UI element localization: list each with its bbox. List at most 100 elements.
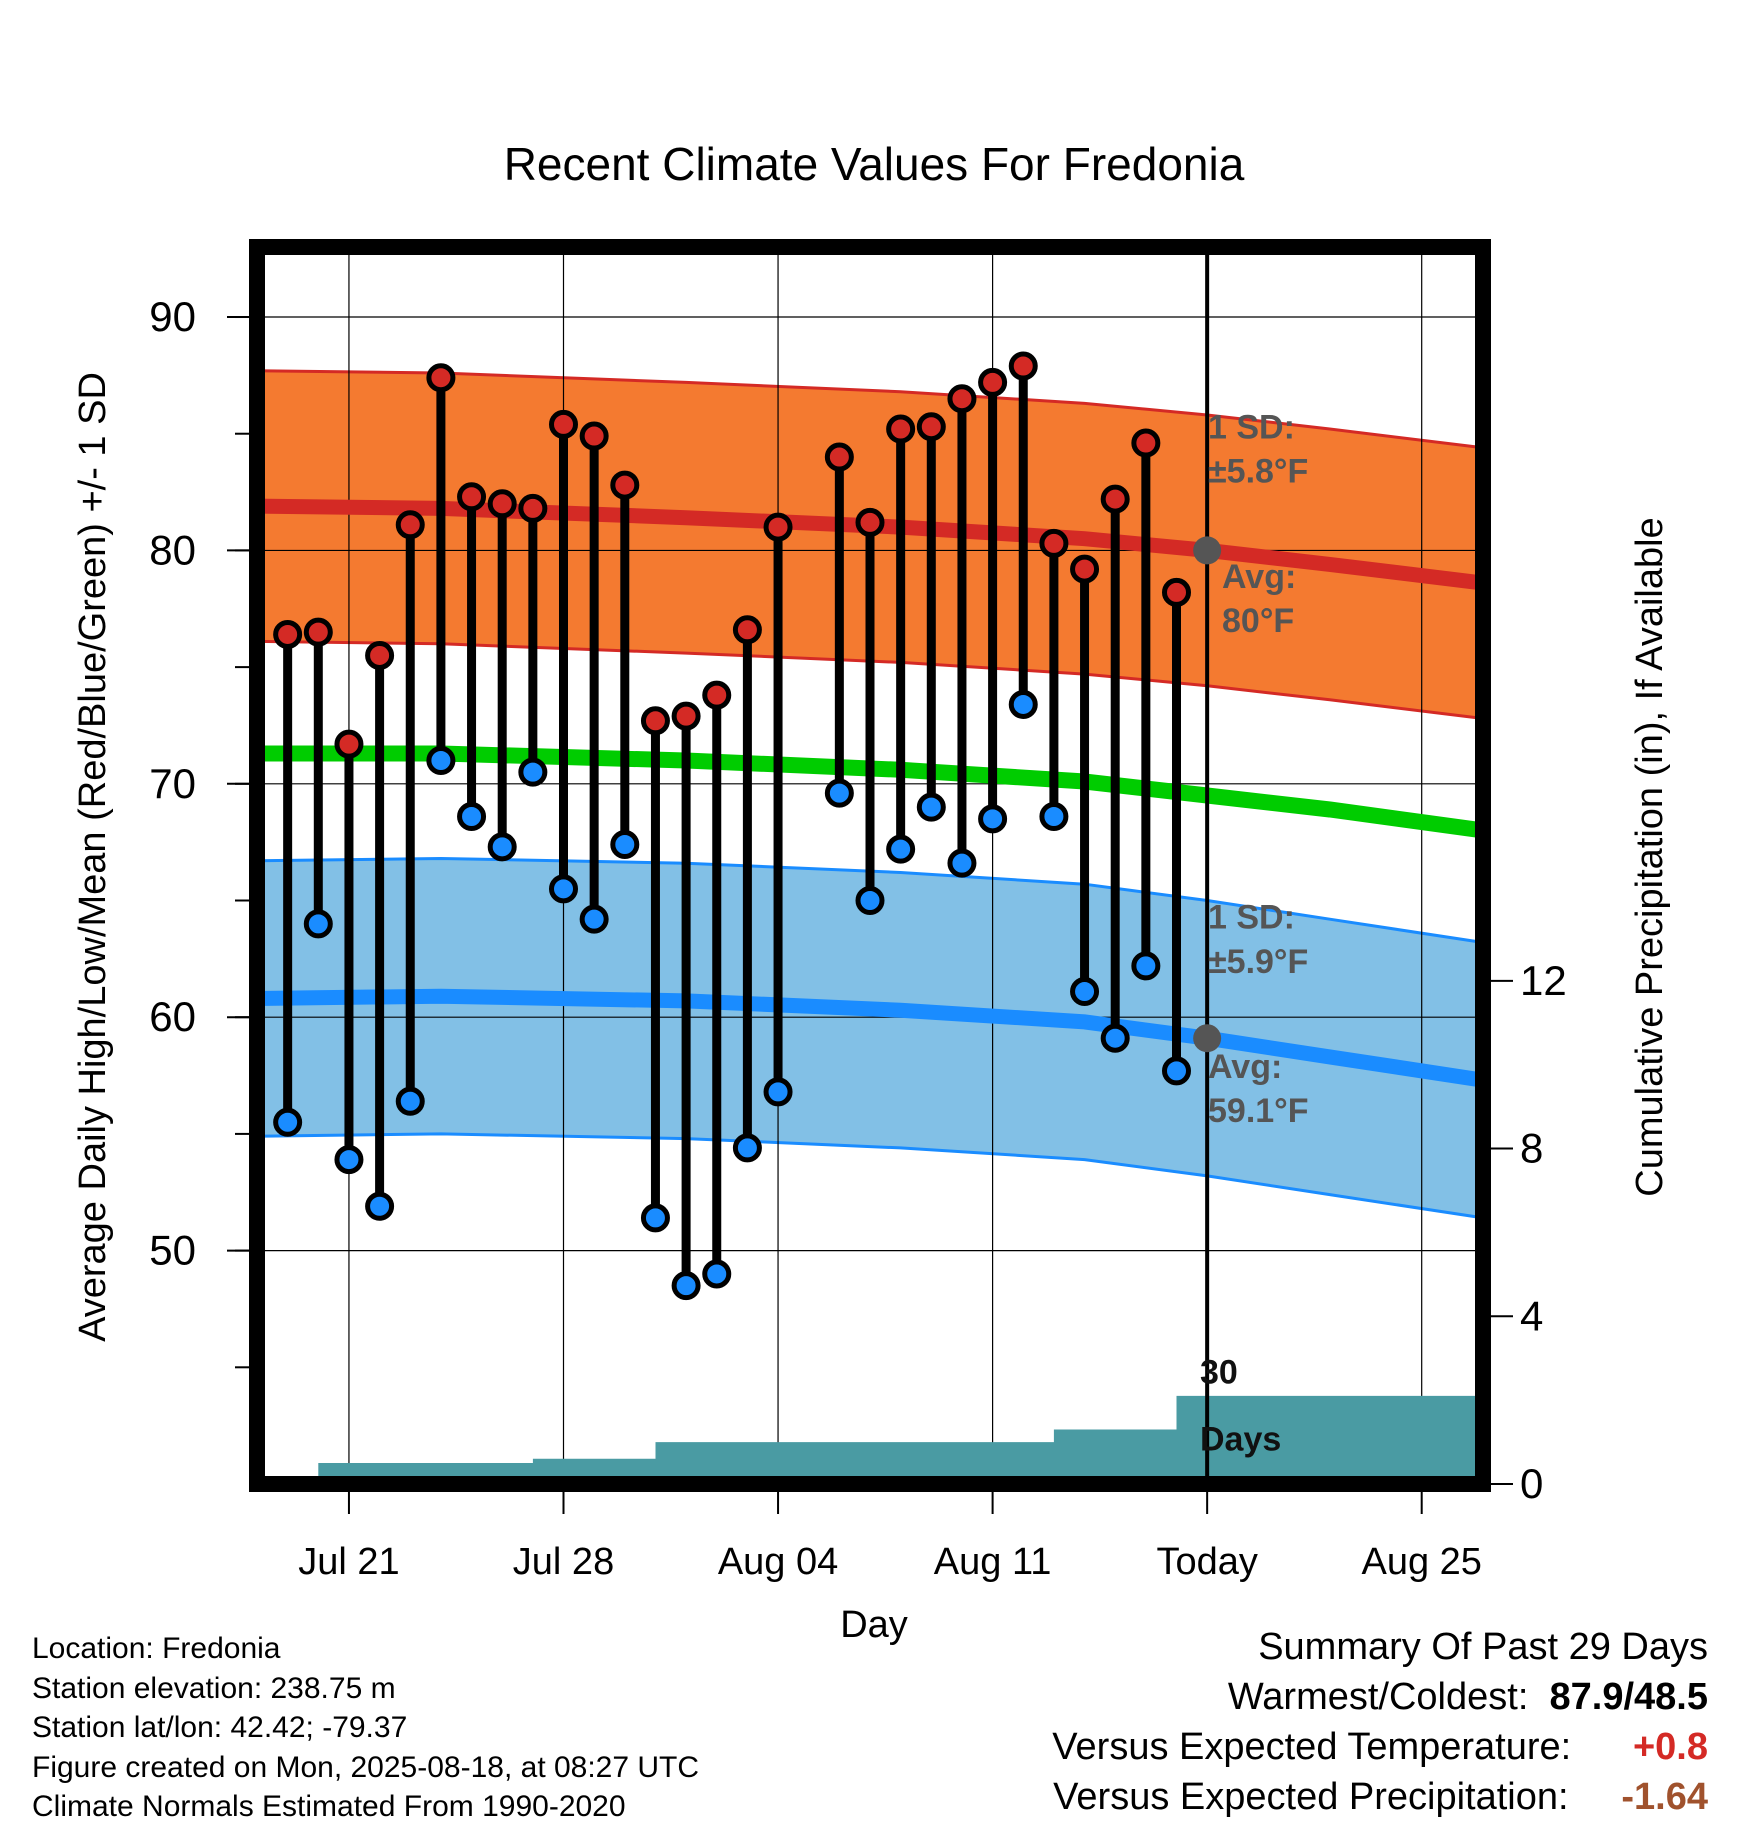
obs-low-point [457, 801, 487, 831]
y-tick-label: 90 [149, 293, 196, 340]
plot-area: 1 SD: ±5.8°F Avg: 80°F 1 SD: ±5.9°F Avg: 59.1°F… [149, 239, 1567, 1583]
plot-frame [249, 239, 1491, 1492]
y2-tick-label: 8 [1520, 1125, 1543, 1172]
obs-high-point [732, 615, 762, 645]
obs-low-point [978, 804, 1008, 834]
obs-low-point [334, 1145, 364, 1175]
precip-days-annotation: 30 [1200, 1353, 1238, 1391]
high-avg-annotation-value: 80°F [1222, 602, 1294, 640]
obs-high-point [518, 493, 548, 523]
y2-tick-label: 0 [1520, 1460, 1543, 1507]
obs-low-point [549, 874, 578, 904]
y2-tick-label: 12 [1520, 957, 1567, 1004]
y-tick-label: 60 [149, 993, 196, 1040]
location-text: Location: Fredonia [32, 1632, 281, 1665]
latlon-text: Station lat/lon: 42.42; -79.37 [32, 1711, 408, 1744]
summary-panel: Summary Of Past 29 Days Warmest/Coldest:… [1052, 1622, 1708, 1822]
obs-low-point [1070, 977, 1100, 1007]
obs-low-point [763, 1077, 793, 1107]
y2-axis-label: Cumulative Precipitation (in), If Availa… [1629, 517, 1671, 1196]
obs-low-point [947, 848, 977, 878]
created-text: Figure created on Mon, 2025-08-18, at 08… [32, 1750, 700, 1784]
low-avg-annotation: Avg: [1208, 1048, 1282, 1086]
low-mean-line [257, 988, 1483, 1088]
obs-high-point [916, 412, 946, 442]
obs-high-point [978, 367, 1008, 397]
obs-low-point [916, 792, 946, 822]
obs-high-point [457, 482, 487, 512]
summary-precip-label: Versus Expected Precipitation: [1053, 1776, 1569, 1818]
obs-low-point [732, 1133, 762, 1163]
x-axis-label: Day [840, 1604, 908, 1646]
summary-temp-row: Versus Expected Temperature: +0.8 [1052, 1722, 1708, 1772]
obs-low-point [702, 1259, 732, 1289]
obs-high-point [303, 617, 333, 647]
obs-low-point [365, 1191, 395, 1221]
precip-days-annotation-label: Days [1200, 1420, 1281, 1458]
y2-tick-label: 4 [1520, 1292, 1543, 1339]
x-tick-label: Jul 28 [513, 1541, 614, 1583]
chart-title: Recent Climate Values For Fredonia [504, 138, 1245, 190]
obs-high-point [487, 489, 517, 519]
obs-high-point [702, 680, 732, 710]
obs-high-point [1131, 428, 1161, 458]
obs-high-point [426, 363, 456, 393]
y-axis-label: Average Daily High/Low/Mean (Red/Blue/Gr… [72, 372, 114, 1342]
obs-high-point [610, 470, 640, 500]
low-avg-annotation-value: 59.1°F [1208, 1092, 1309, 1130]
high-sd-annotation: 1 SD: [1208, 408, 1295, 446]
obs-high-point [671, 701, 701, 731]
obs-low-point [855, 886, 885, 916]
obs-low-point [273, 1107, 303, 1137]
x-tick-label: Aug 25 [1361, 1541, 1481, 1583]
today-high-avg-marker [1193, 536, 1222, 565]
obs-low-point [303, 909, 333, 939]
obs-low-point [1039, 801, 1069, 831]
obs-low-point [671, 1271, 701, 1301]
obs-high-point [579, 421, 609, 451]
summary-warmest-value: 87.9/48.5 [1549, 1676, 1708, 1718]
summary-warmest-label: Warmest/Coldest: [1227, 1676, 1529, 1718]
obs-high-point [1039, 528, 1069, 558]
obs-high-point [1162, 577, 1191, 607]
high-avg-annotation: Avg: [1222, 558, 1296, 596]
obs-low-point [579, 904, 609, 934]
obs-high-point [1008, 351, 1038, 381]
x-tick-label: Aug 04 [718, 1541, 838, 1583]
x-tick-label: Jul 21 [298, 1541, 399, 1583]
low-sd-annotation: 1 SD: [1208, 899, 1295, 937]
station-info: Location: Fredonia Station elevation: 23… [32, 1629, 699, 1827]
obs-high-point [855, 507, 885, 537]
obs-high-point [824, 442, 854, 472]
normals-text: Climate Normals Estimated From 1990-2020 [32, 1790, 626, 1823]
high-sd-annotation-value: ±5.8°F [1208, 453, 1308, 491]
obs-low-point [426, 745, 456, 775]
summary-temp-value: +0.8 [1632, 1726, 1708, 1768]
obs-high-point [395, 510, 425, 540]
summary-title: Summary Of Past 29 Days [1258, 1626, 1708, 1668]
obs-high-point [640, 706, 670, 736]
low-sd-annotation-value: ±5.9°F [1208, 943, 1308, 981]
obs-low-point [610, 829, 640, 859]
today-low-avg-marker [1193, 1024, 1222, 1053]
obs-low-point [886, 834, 916, 864]
obs-high-point [273, 619, 303, 649]
obs-high-point [947, 384, 977, 414]
obs-high-point [549, 409, 578, 439]
obs-high-point [1070, 554, 1100, 584]
y-tick-label: 80 [149, 526, 196, 573]
summary-precip-value: -1.64 [1621, 1776, 1708, 1818]
summary-warmest-row: Warmest/Coldest: 87.9/48.5 [1052, 1672, 1708, 1722]
summary-precip-row: Versus Expected Precipitation: -1.64 [1052, 1772, 1708, 1822]
summary-temp-label: Versus Expected Temperature: [1052, 1726, 1572, 1768]
precip-area [287, 1395, 1483, 1484]
x-tick-label: Aug 11 [934, 1541, 1052, 1583]
obs-high-point [886, 414, 916, 444]
obs-low-point [640, 1203, 670, 1233]
obs-low-point [518, 757, 548, 787]
obs-low-point [395, 1086, 425, 1116]
obs-high-point [334, 729, 364, 759]
obs-low-point [1131, 951, 1161, 981]
obs-low-point [824, 778, 854, 808]
